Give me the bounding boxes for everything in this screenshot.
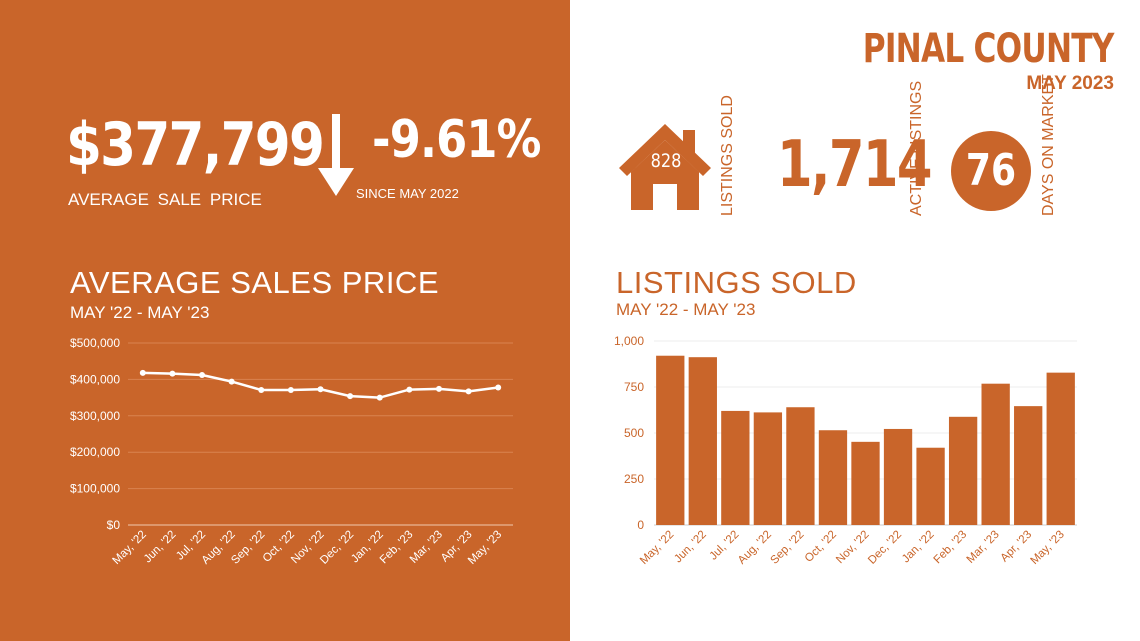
price-change-value: -9.61% <box>372 110 541 170</box>
x-tick-label: May, '22 <box>111 529 149 567</box>
x-tick-label: Dec, '22 <box>866 529 904 567</box>
x-tick-label: Sep, '22 <box>768 529 806 567</box>
bar <box>1014 406 1043 525</box>
x-tick-label: Mar, '23 <box>408 529 445 566</box>
average-sales-price-chart: $0 $100,000 $200,000 $300,000 $400,000 $500,0… <box>70 336 513 567</box>
bar <box>753 412 783 525</box>
data-point <box>139 369 146 376</box>
data-point <box>406 386 413 393</box>
days-on-market-label: DAYS ON MARKET <box>1040 74 1057 216</box>
x-tick-label: May, '23 <box>1028 529 1066 567</box>
bar <box>818 430 848 525</box>
listings-sold-label: LISTINGS SOLD <box>719 95 736 216</box>
listings-sold-value: 828 <box>650 150 682 172</box>
bar <box>916 447 945 525</box>
data-point <box>495 384 502 391</box>
line-chart-title: AVERAGE SALES PRICE <box>70 265 439 300</box>
x-tick-label: Jun, '22 <box>672 529 709 566</box>
data-point <box>435 385 442 392</box>
data-point <box>347 393 354 400</box>
days-on-market-circle <box>951 131 1031 211</box>
y-tick-label: 500 <box>624 426 644 440</box>
y-tick-label: 250 <box>624 472 644 486</box>
county-title: PINAL COUNTY <box>863 26 1115 72</box>
x-tick-label: Mar, '23 <box>965 529 1002 566</box>
data-point <box>287 386 294 393</box>
bar <box>948 416 978 525</box>
bar <box>883 428 913 525</box>
y-tick-label: $0 <box>107 518 121 532</box>
left-panel: $377,799 AVERAGE SALE PRICE -9.61% SINCE… <box>0 0 570 641</box>
x-tick-label: Jun, '22 <box>142 529 179 566</box>
bar <box>981 383 1010 525</box>
bar <box>656 355 685 525</box>
days-on-market-value: 76 <box>965 145 1017 196</box>
average-sale-price-label: AVERAGE SALE PRICE <box>68 190 262 209</box>
x-tick-label: Dec, '22 <box>318 529 356 567</box>
x-tick-label: Oct, '22 <box>803 529 839 565</box>
x-tick-label: Aug, '22 <box>736 529 774 567</box>
bar <box>688 357 717 525</box>
y-tick-label: $300,000 <box>70 409 120 423</box>
report-month: MAY 2023 <box>1026 73 1114 94</box>
average-sale-price-value: $377,799 <box>66 110 325 180</box>
y-tick-label: 0 <box>637 518 644 532</box>
arrow-down-icon <box>318 114 354 196</box>
y-tick-label: 1,000 <box>614 334 644 348</box>
bar <box>721 410 750 525</box>
data-point <box>376 394 383 401</box>
line-series <box>142 371 499 399</box>
bar <box>786 407 815 525</box>
house-icon <box>619 124 711 210</box>
y-tick-label: $200,000 <box>70 445 120 459</box>
right-panel <box>570 0 1140 641</box>
y-tick-label: $500,000 <box>70 336 120 350</box>
data-point <box>169 370 176 377</box>
active-listings-value: 1,714 <box>777 128 933 202</box>
data-point <box>317 386 324 393</box>
x-tick-label: Feb, '23 <box>932 529 970 567</box>
x-tick-label: Sep, '22 <box>229 529 267 567</box>
bar-chart-subtitle: MAY '22 - MAY '23 <box>616 300 756 319</box>
bar <box>1046 372 1075 525</box>
active-listings-label: ACTIVE LISTINGS <box>908 80 925 216</box>
data-point <box>465 388 472 395</box>
y-tick-label: 750 <box>624 380 644 394</box>
x-tick-label: Nov, '22 <box>834 529 871 566</box>
bar <box>851 441 880 525</box>
y-tick-label: $100,000 <box>70 482 120 496</box>
bar-chart-title: LISTINGS SOLD <box>616 265 857 300</box>
data-point <box>228 378 235 385</box>
line-chart-subtitle: MAY '22 - MAY '23 <box>70 303 210 322</box>
x-tick-label: May, '22 <box>638 529 676 567</box>
price-change-since-label: SINCE MAY 2022 <box>356 186 459 201</box>
data-point <box>258 386 265 393</box>
y-tick-label: $400,000 <box>70 372 120 386</box>
x-tick-label: Jan, '22 <box>900 529 937 566</box>
data-point <box>199 372 206 379</box>
